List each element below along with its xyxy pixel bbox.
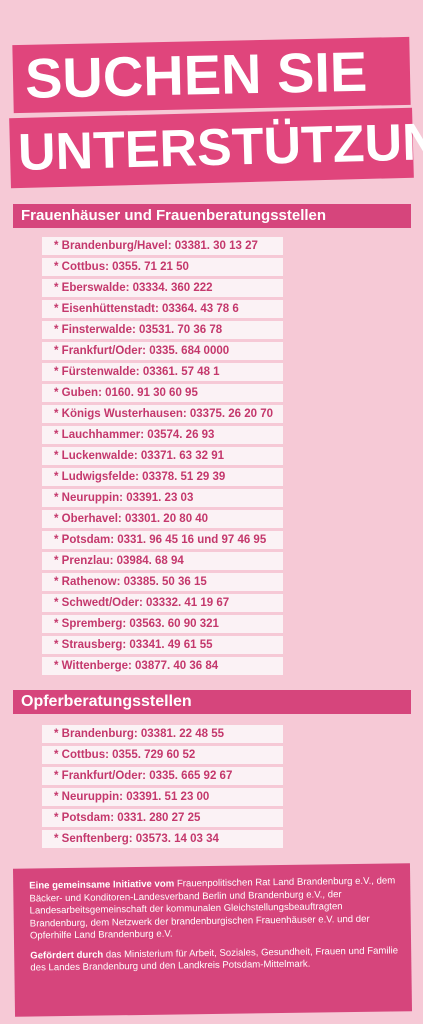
contact-item: * Prenzlau: 03984. 68 94 bbox=[42, 552, 283, 570]
contact-item: * Cottbus: 0355. 71 21 50 bbox=[42, 258, 283, 276]
contact-item: * Finsterwalde: 03531. 70 36 78 bbox=[42, 321, 283, 339]
contact-item: * Brandenburg/Havel: 03381. 30 13 27 bbox=[42, 237, 283, 255]
contact-item: * Senftenberg: 03573. 14 03 34 bbox=[42, 830, 283, 848]
contact-item: * Cottbus: 0355. 729 60 52 bbox=[42, 746, 283, 764]
victim-counseling-contact-list: * Brandenburg: 03381. 22 48 55 * Cottbus:… bbox=[42, 725, 283, 851]
contact-item: * Eberswalde: 03334. 360 222 bbox=[42, 279, 283, 297]
contact-item: * Guben: 0160. 91 30 60 95 bbox=[42, 384, 283, 402]
contact-item: * Strausberg: 03341. 49 61 55 bbox=[42, 636, 283, 654]
contact-item: * Ludwigsfelde: 03378. 51 29 39 bbox=[42, 468, 283, 486]
contact-item: * Königs Wusterhausen: 03375. 26 20 70 bbox=[42, 405, 283, 423]
funded-paragraph: Gefördert durch das Ministerium für Arbe… bbox=[30, 945, 399, 975]
contact-item: * Fürstenwalde: 03361. 57 48 1 bbox=[42, 363, 283, 381]
contact-item: * Rathenow: 03385. 50 36 15 bbox=[42, 573, 283, 591]
contact-item: * Frankfurt/Oder: 0335. 665 92 67 bbox=[42, 767, 283, 785]
initiative-paragraph: Eine gemeinsame Initiative vom Frauenpol… bbox=[29, 875, 399, 943]
section-title-victim-counseling: Opferberatungsstellen bbox=[13, 690, 411, 714]
contact-item: * Lauchhammer: 03574. 26 93 bbox=[42, 426, 283, 444]
contact-item: * Spremberg: 03563. 60 90 321 bbox=[42, 615, 283, 633]
contact-item: * Wittenberge: 03877. 40 36 84 bbox=[42, 657, 283, 675]
contact-item: * Neuruppin: 03391. 51 23 00 bbox=[42, 788, 283, 806]
contact-item: * Neuruppin: 03391. 23 03 bbox=[42, 489, 283, 507]
contact-item: * Potsdam: 0331. 280 27 25 bbox=[42, 809, 283, 827]
contact-item: * Potsdam: 0331. 96 45 16 und 97 46 95 bbox=[42, 531, 283, 549]
contact-item: * Frankfurt/Oder: 0335. 684 0000 bbox=[42, 342, 283, 360]
contact-item: * Brandenburg: 03381. 22 48 55 bbox=[42, 725, 283, 743]
initiative-label: Eine gemeinsame Initiative vom bbox=[29, 878, 175, 892]
contact-item: * Luckenwalde: 03371. 63 32 91 bbox=[42, 447, 283, 465]
headline-line-2: UNTERSTÜTZUNG? bbox=[9, 107, 423, 189]
funded-label: Gefördert durch bbox=[30, 949, 104, 962]
footer-initiative-box: Eine gemeinsame Initiative vom Frauenpol… bbox=[12, 863, 413, 1017]
section-title-womens-shelters: Frauenhäuser und Frauenberatungsstellen bbox=[13, 204, 411, 228]
shelter-contact-list: * Brandenburg/Havel: 03381. 30 13 27 * Co… bbox=[42, 237, 283, 678]
contact-item: * Schwedt/Oder: 03332. 41 19 67 bbox=[42, 594, 283, 612]
contact-item: * Oberhavel: 03301. 20 80 40 bbox=[42, 510, 283, 528]
headline-line-1: SUCHEN SIE bbox=[12, 36, 411, 114]
contact-item: * Eisenhüttenstadt: 03364. 43 78 6 bbox=[42, 300, 283, 318]
